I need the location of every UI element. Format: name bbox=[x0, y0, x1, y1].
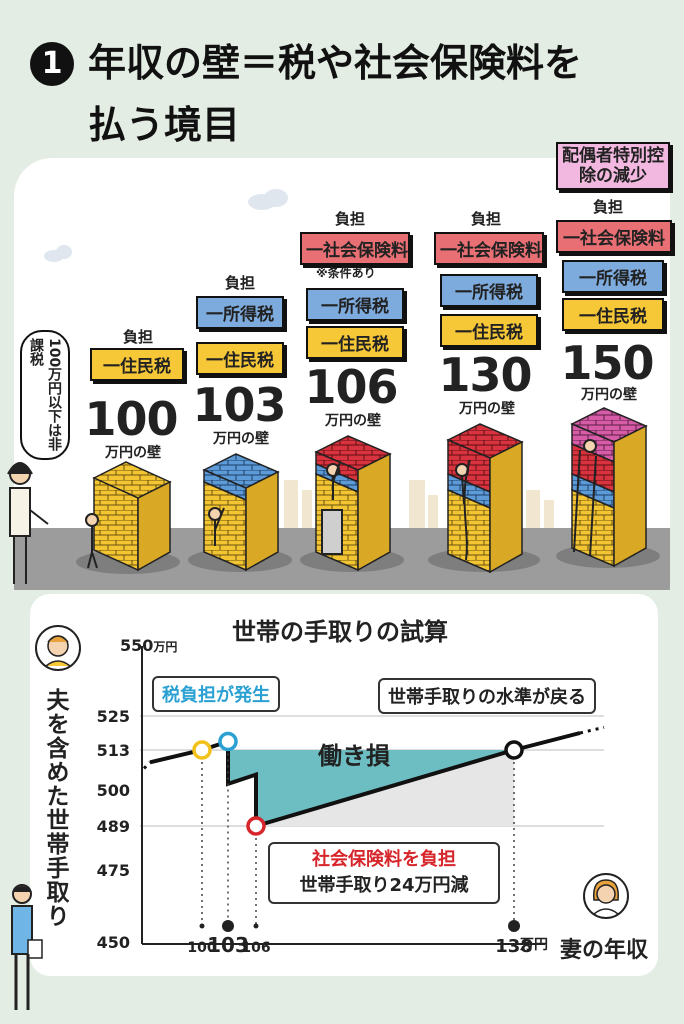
social-callout-line-2: 世帯手取り24万円減 bbox=[299, 875, 469, 896]
wall-100-tag-resident: 一住民税 bbox=[90, 348, 184, 381]
x-unit-label: 万円 bbox=[520, 934, 548, 954]
wall-150-caption: 万円の壁 bbox=[581, 387, 637, 403]
line-left-ext bbox=[142, 761, 152, 770]
brick-walls-illustration bbox=[7, 407, 660, 584]
wall-100-number: 100 bbox=[84, 392, 178, 446]
non-taxable-bubble: 100万円以下は非課税 bbox=[20, 330, 70, 460]
x-tick-dot-100 bbox=[199, 923, 205, 929]
y-top-value: 550 bbox=[120, 636, 154, 655]
wall-150-tag-spouse-deduction: 配偶者特別控除の減少 bbox=[556, 142, 670, 190]
title-line-2: 払う境目 bbox=[88, 103, 241, 147]
wall-130-number: 130 bbox=[438, 348, 532, 402]
loss-label: 働き損 bbox=[318, 742, 390, 770]
social-insurance-callout: 社会保険料を負担 世帯手取り24万円減 bbox=[268, 842, 500, 904]
wall-106-tag-income: 一所得税 bbox=[306, 288, 404, 321]
wall-106-caption: 万円の壁 bbox=[325, 413, 381, 429]
wall-106-tag-resident: 一住民税 bbox=[306, 326, 404, 359]
wall-106-number: 106 bbox=[304, 360, 398, 414]
marker-138 bbox=[504, 740, 524, 760]
y-tick-489: 489 bbox=[97, 817, 130, 836]
wall-130-tag-social: 一社会保険料 bbox=[434, 232, 544, 265]
x-axis-label: 妻の年収 bbox=[560, 938, 649, 963]
wall-130-burden-label: 負担 bbox=[470, 210, 501, 228]
y-axis-label: 夫を含めた世帯手取り bbox=[42, 688, 68, 928]
y-top-label: 550万円 bbox=[120, 636, 177, 655]
recover-callout: 世帯手取りの水準が戻る bbox=[378, 678, 596, 714]
wall-103-number: 103 bbox=[192, 378, 286, 432]
wall-103-caption: 万円の壁 bbox=[213, 431, 269, 447]
y-tick-525: 525 bbox=[97, 707, 130, 726]
x-tick-106: 106 bbox=[241, 940, 270, 956]
y-tick-513: 513 bbox=[97, 741, 130, 760]
y-tick-450: 450 bbox=[97, 933, 130, 952]
x-unit: 万円 bbox=[520, 937, 548, 953]
section-number: 1 bbox=[30, 42, 74, 86]
y-unit: 万円 bbox=[153, 640, 178, 654]
x-tick-dot-106 bbox=[253, 923, 259, 929]
line-right-ext bbox=[579, 725, 605, 735]
wall-130-caption: 万円の壁 bbox=[459, 401, 515, 417]
wall-106-note: ※条件あり bbox=[316, 266, 376, 280]
x-tick-dot-138 bbox=[508, 920, 520, 932]
wall-130-tag-income: 一所得税 bbox=[440, 274, 538, 307]
title-line-1: 年収の壁＝税や社会保険料を bbox=[88, 41, 583, 85]
x-tick-138: 138 bbox=[495, 936, 533, 957]
wall-106-tag-social: 一社会保険料 bbox=[300, 232, 410, 265]
wall-130-tag-resident: 一住民税 bbox=[440, 314, 538, 347]
wife-avatar bbox=[583, 873, 629, 919]
marker-106 bbox=[246, 816, 266, 836]
marker-103 bbox=[218, 731, 238, 752]
husband-avatar bbox=[35, 625, 81, 671]
wall-150-burden-label: 負担 bbox=[592, 198, 623, 216]
wall-103-tag-income: 一所得税 bbox=[196, 296, 284, 329]
social-callout-line-1: 社会保険料を負担 bbox=[312, 849, 456, 870]
chart-title: 世帯の手取りの試算 bbox=[232, 618, 448, 646]
wall-150-tag-resident: 一住民税 bbox=[562, 298, 664, 331]
x-tick-dot-103 bbox=[222, 920, 234, 932]
background-skyline bbox=[44, 189, 643, 530]
person-figure bbox=[11, 884, 43, 1010]
wall-150-tag-social: 一社会保険料 bbox=[556, 220, 672, 253]
wall-100-caption: 万円の壁 bbox=[105, 445, 161, 461]
y-tick-475: 475 bbox=[97, 861, 130, 880]
wall-103-burden-label: 負担 bbox=[224, 274, 255, 292]
y-tick-500: 500 bbox=[97, 781, 130, 800]
wall-150-number: 150 bbox=[560, 336, 654, 390]
tax-burden-callout: 税負担が発生 bbox=[152, 676, 280, 712]
wall-103-tag-resident: 一住民税 bbox=[196, 342, 284, 375]
x-tick-100: 100 bbox=[187, 940, 216, 956]
wall-100-burden-label: 負担 bbox=[122, 328, 153, 346]
marker-100 bbox=[192, 740, 212, 760]
x-tick-103: 103 bbox=[207, 933, 249, 957]
wall-150-tag-income: 一所得税 bbox=[562, 260, 664, 293]
wall-106-burden-label: 負担 bbox=[334, 210, 365, 228]
